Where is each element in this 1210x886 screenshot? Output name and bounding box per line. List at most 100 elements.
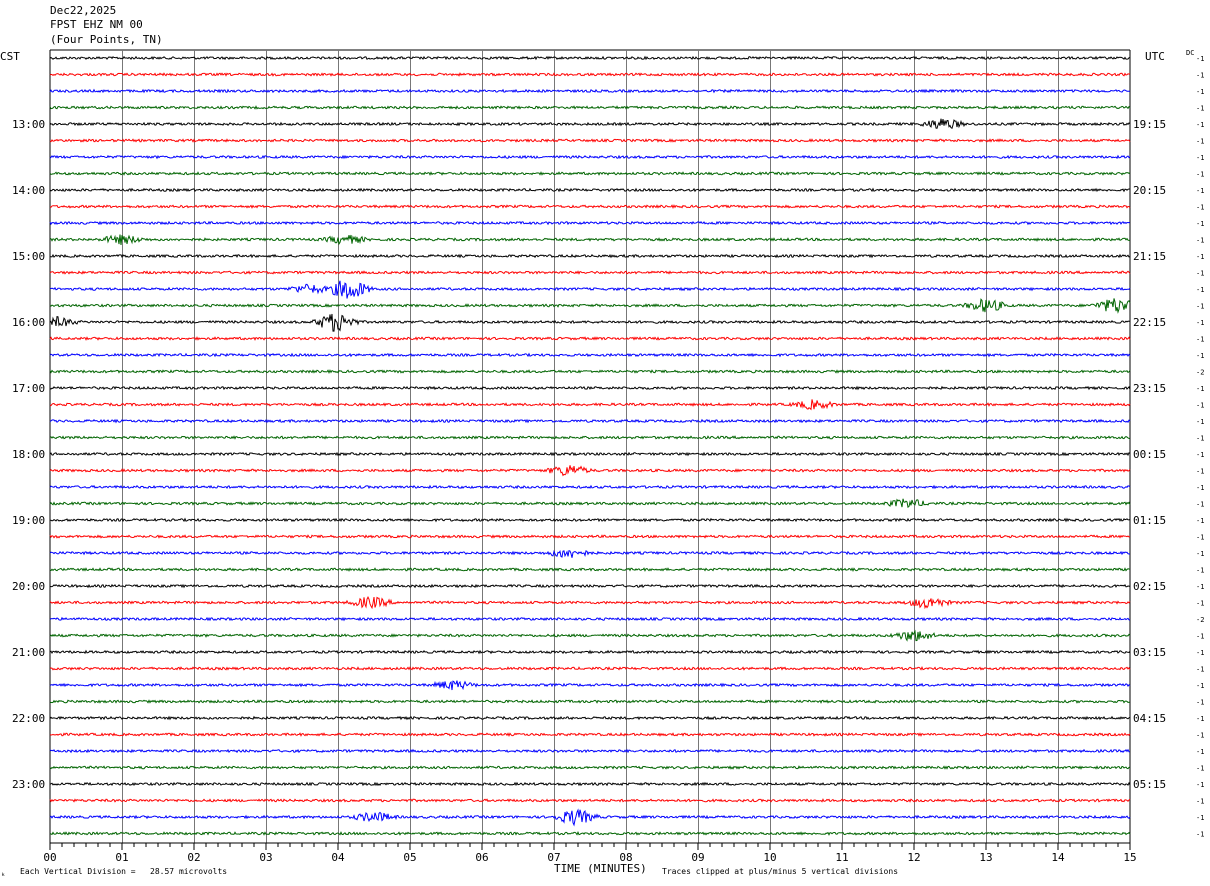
seismic-trace [50, 253, 1131, 259]
dc-offset-value: -1 [1196, 748, 1204, 756]
dc-offset-value: -1 [1196, 831, 1204, 839]
corner-mark: ₖ [1, 869, 6, 878]
seismic-trace [49, 220, 1131, 226]
dc-offset-value: -1 [1196, 253, 1204, 261]
seismic-trace [49, 55, 1131, 61]
left-hour-label: 21:00 [12, 646, 45, 659]
x-tick-label: 13 [979, 851, 992, 864]
left-hour-label: 15:00 [12, 250, 45, 263]
seismic-trace [49, 270, 1131, 275]
seismic-trace [49, 517, 1131, 523]
x-tick-label: 07 [547, 851, 560, 864]
seismic-trace [49, 595, 1131, 610]
header-location: (Four Points, TN) [50, 33, 163, 46]
scale-note: Each Vertical Division = 28.57 microvolt… [20, 867, 228, 876]
seismic-trace [49, 484, 1131, 490]
dc-offset-value: -1 [1196, 72, 1204, 80]
seismic-trace [49, 831, 1131, 836]
seismic-trace [49, 171, 1131, 176]
dc-offset-value: -1 [1196, 270, 1204, 278]
seismic-trace [49, 187, 1130, 193]
seismic-trace [49, 451, 1131, 457]
seismic-trace [49, 732, 1131, 737]
dc-offset-value: -1 [1196, 435, 1204, 443]
dc-offset-value: -1 [1196, 286, 1204, 294]
dc-offset-value: -1 [1196, 303, 1204, 311]
dc-offset-value: -2 [1196, 616, 1204, 624]
seismic-trace [49, 385, 1131, 391]
dc-offset-value: -1 [1196, 468, 1204, 476]
x-axis-title: TIME (MINUTES) [554, 862, 647, 875]
seismic-trace [49, 549, 1130, 558]
seismic-trace [49, 699, 1131, 704]
left-hour-label: 23:00 [12, 778, 45, 791]
x-tick-label: 14 [1051, 851, 1065, 864]
seismic-trace [49, 88, 1131, 94]
seismic-trace [49, 534, 1131, 539]
dc-offset-value: -1 [1196, 732, 1204, 740]
time-axis: 00 01 02 03 04 05 06 07 08 09 10 11 12 13 14 15 [43, 842, 1137, 864]
hour-labels: -1 -1 -1 -1 -1 -1 -1 -1 -1 -1 -1 -1 -1 -1 -1 -1 -1 -1 -1 -2… [12, 55, 1204, 839]
right-hour-label: 01:15 [1133, 514, 1166, 527]
x-tick-label: 09 [691, 851, 704, 864]
dc-offset-value: -1 [1196, 781, 1204, 789]
dc-offset-value: -1 [1196, 451, 1204, 459]
dc-offset-value: -1 [1196, 517, 1204, 525]
dc-label: DC [1186, 49, 1195, 57]
seismic-trace [49, 808, 1131, 827]
x-tick-label: 00 [43, 851, 56, 864]
dc-offset-value: -1 [1196, 600, 1204, 608]
seismic-trace [49, 616, 1131, 622]
dc-offset-value: -1 [1196, 765, 1204, 773]
dc-offset-value: -1 [1196, 534, 1204, 542]
x-tick-label: 02 [187, 851, 200, 864]
seismic-trace [49, 465, 1131, 477]
right-hour-label: 22:15 [1133, 316, 1166, 329]
dc-offset-value: -2 [1196, 369, 1204, 377]
right-hour-label: 00:15 [1133, 448, 1166, 461]
left-timezone-label: CST [0, 50, 20, 63]
dc-offset-value: -1 [1196, 666, 1204, 674]
left-hour-label: 19:00 [12, 514, 45, 527]
seismic-trace [49, 680, 1131, 691]
seismic-trace [49, 567, 1131, 572]
seismic-trace [49, 399, 1131, 411]
left-hour-label: 17:00 [12, 382, 45, 395]
seismic-traces [49, 55, 1131, 836]
dc-offset-value: -1 [1196, 402, 1204, 410]
left-hour-label: 18:00 [12, 448, 45, 461]
right-hour-label: 02:15 [1133, 580, 1166, 593]
dc-offset-value: -1 [1196, 567, 1204, 575]
right-hour-label: 04:15 [1133, 712, 1166, 725]
right-hour-label: 19:15 [1133, 118, 1166, 131]
dc-offset-value: -1 [1196, 336, 1204, 344]
header-station: FPST EHZ NM 00 [50, 18, 143, 31]
seismic-trace [49, 781, 1131, 787]
seismic-trace [49, 118, 1131, 130]
x-tick-label: 12 [907, 851, 920, 864]
dc-offset-value: -1 [1196, 55, 1204, 63]
dc-offset-value: -1 [1196, 319, 1204, 327]
dc-offset-value: -1 [1196, 204, 1204, 212]
dc-offset-value: -1 [1196, 682, 1204, 690]
seismic-trace [49, 666, 1131, 671]
seismic-trace [49, 765, 1131, 770]
seismic-trace [49, 280, 1131, 299]
left-hour-label: 22:00 [12, 712, 45, 725]
right-hour-label: 23:15 [1133, 382, 1166, 395]
dc-offset-value: -1 [1196, 352, 1204, 360]
right-hour-label: 21:15 [1133, 250, 1166, 263]
dc-offset-value: -1 [1196, 154, 1204, 162]
minute-gridlines [49, 49, 1131, 843]
dc-offset-value: -1 [1196, 699, 1204, 707]
header-date: Dec22,2025 [50, 4, 117, 17]
seismic-trace [49, 418, 1131, 424]
right-hour-label: 03:15 [1133, 646, 1166, 659]
dc-offset-value: -1 [1196, 385, 1204, 393]
dc-offset-value: -1 [1196, 237, 1204, 245]
dc-offset-value: -1 [1196, 418, 1204, 426]
seismic-trace [49, 435, 1131, 440]
seismic-trace [49, 369, 1131, 374]
dc-offset-value: -1 [1196, 550, 1204, 558]
